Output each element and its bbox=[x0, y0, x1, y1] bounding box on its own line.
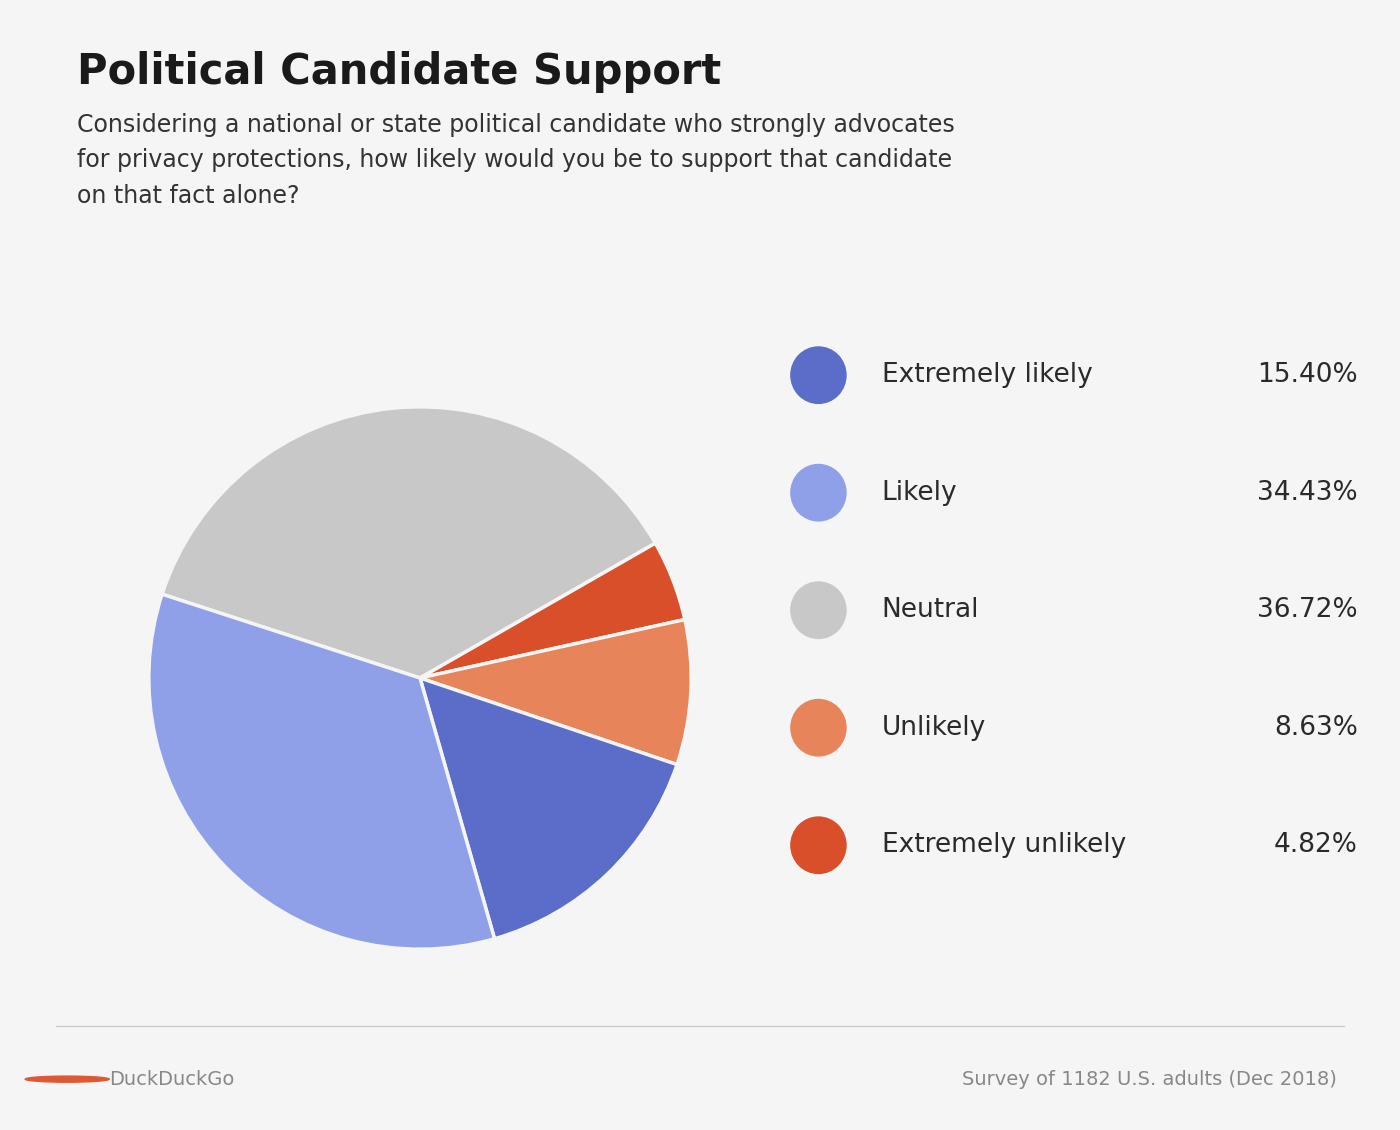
Text: 15.40%: 15.40% bbox=[1257, 362, 1358, 389]
Wedge shape bbox=[420, 544, 685, 678]
Wedge shape bbox=[420, 619, 692, 765]
Circle shape bbox=[791, 347, 846, 403]
Text: 8.63%: 8.63% bbox=[1274, 714, 1358, 741]
Text: Extremely likely: Extremely likely bbox=[882, 362, 1092, 389]
Text: 34.43%: 34.43% bbox=[1257, 479, 1358, 506]
Text: Survey of 1182 U.S. adults (Dec 2018): Survey of 1182 U.S. adults (Dec 2018) bbox=[962, 1070, 1337, 1088]
Text: Considering a national or state political candidate who strongly advocates
for p: Considering a national or state politica… bbox=[77, 113, 955, 208]
Wedge shape bbox=[420, 678, 678, 939]
Text: Unlikely: Unlikely bbox=[882, 714, 986, 741]
Circle shape bbox=[791, 582, 846, 638]
Circle shape bbox=[791, 817, 846, 873]
Circle shape bbox=[791, 464, 846, 521]
Text: 4.82%: 4.82% bbox=[1274, 832, 1358, 859]
Text: 36.72%: 36.72% bbox=[1257, 597, 1358, 624]
Circle shape bbox=[791, 699, 846, 756]
Wedge shape bbox=[148, 594, 494, 949]
Text: Extremely unlikely: Extremely unlikely bbox=[882, 832, 1126, 859]
Wedge shape bbox=[162, 407, 655, 678]
Text: Likely: Likely bbox=[882, 479, 958, 506]
Text: Neutral: Neutral bbox=[882, 597, 979, 624]
Circle shape bbox=[25, 1076, 109, 1083]
Text: Political Candidate Support: Political Candidate Support bbox=[77, 51, 721, 93]
Text: DuckDuckGo: DuckDuckGo bbox=[109, 1070, 235, 1088]
